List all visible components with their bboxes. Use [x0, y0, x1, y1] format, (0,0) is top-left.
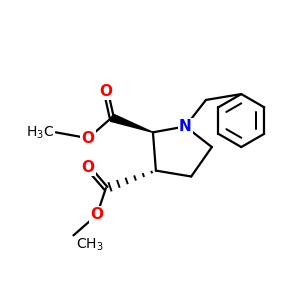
Polygon shape — [110, 114, 153, 132]
Text: O: O — [82, 160, 95, 175]
Text: O: O — [82, 131, 95, 146]
Text: N: N — [179, 119, 192, 134]
Text: CH$_3$: CH$_3$ — [76, 237, 104, 253]
Text: H$_3$C: H$_3$C — [26, 124, 54, 140]
Text: O: O — [99, 84, 112, 99]
Text: O: O — [91, 207, 103, 222]
